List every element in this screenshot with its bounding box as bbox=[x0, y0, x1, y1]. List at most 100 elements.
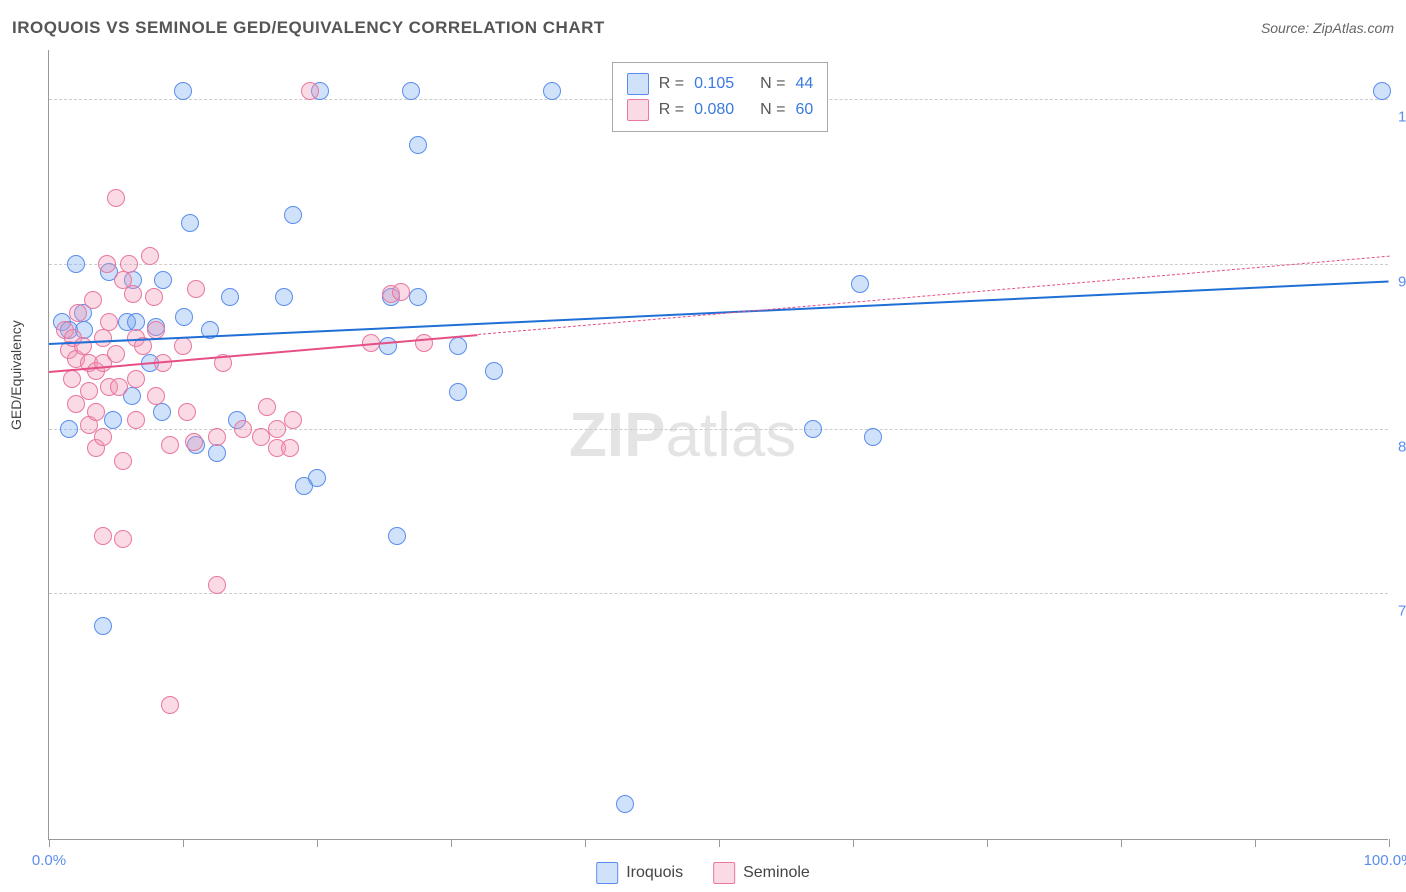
watermark: ZIPatlas bbox=[569, 400, 796, 471]
data-point bbox=[409, 288, 427, 306]
data-point bbox=[60, 420, 78, 438]
stats-legend: R = 0.105 N = 44R = 0.080 N = 60 bbox=[612, 62, 828, 132]
x-tick bbox=[719, 839, 720, 847]
data-point bbox=[174, 337, 192, 355]
data-point bbox=[94, 329, 112, 347]
x-tick-label: 0.0% bbox=[32, 852, 66, 869]
chart-title: IROQUOIS VS SEMINOLE GED/EQUIVALENCY COR… bbox=[12, 18, 605, 38]
y-axis-label: GED/Equivalency bbox=[8, 320, 24, 430]
x-tick bbox=[1255, 839, 1256, 847]
data-point bbox=[308, 469, 326, 487]
r-label: R = bbox=[659, 97, 684, 123]
data-point bbox=[147, 387, 165, 405]
y-tick-label: 70.0% bbox=[1398, 603, 1406, 620]
data-point bbox=[94, 428, 112, 446]
data-point bbox=[208, 444, 226, 462]
data-point bbox=[114, 530, 132, 548]
legend-swatch bbox=[627, 73, 649, 95]
data-point bbox=[409, 136, 427, 154]
stats-row: R = 0.105 N = 44 bbox=[627, 71, 813, 97]
x-tick bbox=[585, 839, 586, 847]
data-point bbox=[221, 288, 239, 306]
data-point bbox=[153, 403, 171, 421]
n-label: N = bbox=[760, 71, 785, 97]
data-point bbox=[449, 337, 467, 355]
data-point bbox=[124, 285, 142, 303]
legend-swatch bbox=[627, 99, 649, 121]
data-point bbox=[107, 189, 125, 207]
data-point bbox=[94, 617, 112, 635]
data-point bbox=[141, 247, 159, 265]
trend-line bbox=[478, 256, 1389, 335]
data-point bbox=[98, 255, 116, 273]
stats-row: R =0.080N =60 bbox=[627, 97, 813, 123]
data-point bbox=[69, 304, 87, 322]
data-point bbox=[161, 696, 179, 714]
data-point bbox=[145, 288, 163, 306]
data-point bbox=[107, 345, 125, 363]
r-label: R = bbox=[659, 71, 684, 97]
data-point bbox=[87, 403, 105, 421]
legend-label: Seminole bbox=[743, 864, 810, 882]
y-tick-label: 80.0% bbox=[1398, 438, 1406, 455]
data-point bbox=[379, 337, 397, 355]
data-point bbox=[94, 527, 112, 545]
legend-swatch bbox=[713, 862, 735, 884]
data-point bbox=[616, 795, 634, 813]
n-value: 60 bbox=[795, 97, 813, 123]
data-point bbox=[127, 370, 145, 388]
data-point bbox=[281, 439, 299, 457]
data-point bbox=[175, 308, 193, 326]
data-point bbox=[178, 403, 196, 421]
data-point bbox=[1373, 82, 1391, 100]
y-tick-label: 90.0% bbox=[1398, 273, 1406, 290]
data-point bbox=[187, 280, 205, 298]
data-point bbox=[181, 214, 199, 232]
gridline bbox=[49, 593, 1388, 594]
r-value: 0.105 bbox=[694, 71, 750, 97]
data-point bbox=[851, 275, 869, 293]
data-point bbox=[127, 313, 145, 331]
data-point bbox=[258, 398, 276, 416]
data-point bbox=[161, 436, 179, 454]
data-point bbox=[485, 362, 503, 380]
watermark-atlas: atlas bbox=[665, 401, 796, 470]
x-tick bbox=[1121, 839, 1122, 847]
data-point bbox=[234, 420, 252, 438]
bottom-legend: Iroquois Seminole bbox=[596, 862, 810, 884]
x-tick bbox=[451, 839, 452, 847]
data-point bbox=[120, 255, 138, 273]
data-point bbox=[110, 378, 128, 396]
data-point bbox=[284, 206, 302, 224]
data-point bbox=[543, 82, 561, 100]
data-point bbox=[804, 420, 822, 438]
data-point bbox=[63, 370, 81, 388]
data-point bbox=[114, 452, 132, 470]
data-point bbox=[127, 411, 145, 429]
data-point bbox=[80, 382, 98, 400]
r-value: 0.080 bbox=[694, 97, 750, 123]
x-tick bbox=[1389, 839, 1390, 847]
data-point bbox=[104, 411, 122, 429]
watermark-zip: ZIP bbox=[569, 401, 665, 470]
x-tick bbox=[987, 839, 988, 847]
header: IROQUOIS VS SEMINOLE GED/EQUIVALENCY COR… bbox=[12, 18, 1394, 38]
x-tick bbox=[853, 839, 854, 847]
n-value: 44 bbox=[795, 71, 813, 97]
data-point bbox=[154, 271, 172, 289]
legend-item: Iroquois bbox=[596, 862, 683, 884]
data-point bbox=[449, 383, 467, 401]
plot-area: ZIPatlas 70.0%80.0%90.0%100.0%0.0%100.0%… bbox=[48, 50, 1388, 840]
data-point bbox=[301, 82, 319, 100]
data-point bbox=[208, 576, 226, 594]
y-tick-label: 100.0% bbox=[1398, 109, 1406, 126]
chart-container: IROQUOIS VS SEMINOLE GED/EQUIVALENCY COR… bbox=[0, 0, 1406, 892]
x-tick bbox=[49, 839, 50, 847]
data-point bbox=[388, 527, 406, 545]
data-point bbox=[402, 82, 420, 100]
legend-label: Iroquois bbox=[626, 864, 683, 882]
data-point bbox=[174, 82, 192, 100]
legend-item: Seminole bbox=[713, 862, 810, 884]
data-point bbox=[275, 288, 293, 306]
x-tick bbox=[183, 839, 184, 847]
